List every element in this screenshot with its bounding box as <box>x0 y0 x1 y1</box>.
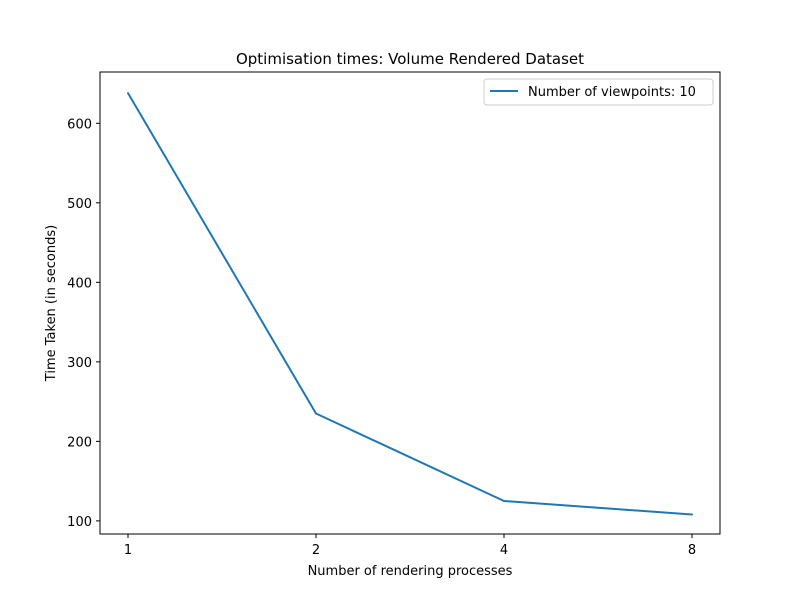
x-axis-label: Number of rendering processes <box>308 564 513 579</box>
y-axis-label: Time Taken (in seconds) <box>44 225 59 382</box>
legend-box <box>483 78 714 106</box>
chart-title: Optimisation times: Volume Rendered Data… <box>236 50 584 68</box>
x-tick-label: 4 <box>500 543 508 558</box>
legend: Number of viewpoints: 10 <box>483 78 714 106</box>
x-tick-label: 2 <box>312 543 320 558</box>
x-tick-label: 8 <box>688 543 696 558</box>
data-point <box>691 513 693 516</box>
ticks-layer: 1 2 4 8 100 200 300 400 500 600 <box>67 117 696 558</box>
legend-label: Number of viewpoints: 10 <box>528 85 696 100</box>
y-tick-label: 200 <box>67 435 92 450</box>
x-tick-label: 1 <box>124 543 132 558</box>
plot-frame <box>99 71 721 535</box>
y-tick-label: 400 <box>67 276 92 291</box>
data-point <box>127 92 129 95</box>
series-line <box>127 92 693 516</box>
y-tick-label: 600 <box>67 117 92 132</box>
y-tick-label: 300 <box>67 356 92 371</box>
y-tick-label: 100 <box>67 515 92 530</box>
data-point <box>503 500 505 502</box>
y-tick-label: 500 <box>67 197 92 212</box>
data-point <box>315 412 317 415</box>
series-layer <box>127 92 693 516</box>
